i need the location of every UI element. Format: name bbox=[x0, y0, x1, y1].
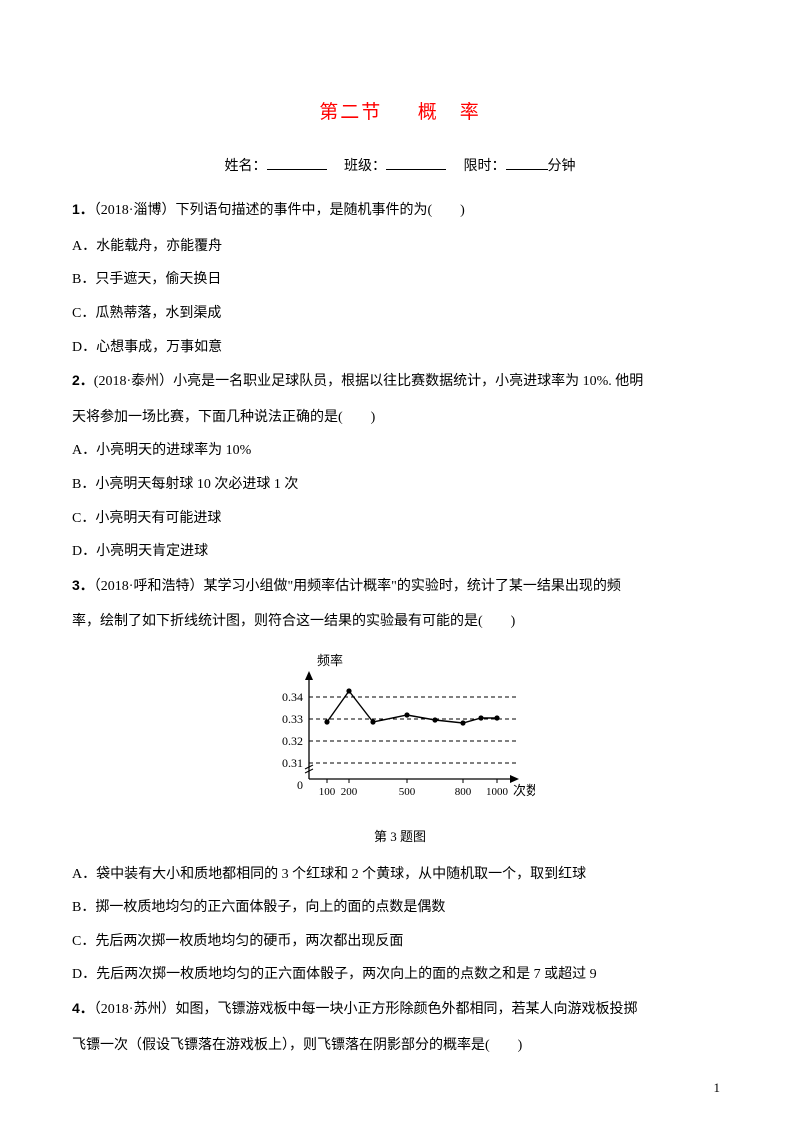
svg-text:频率: 频率 bbox=[317, 653, 343, 668]
class-blank[interactable] bbox=[386, 156, 446, 170]
svg-text:次数: 次数 bbox=[513, 783, 535, 798]
svg-text:0.31: 0.31 bbox=[282, 756, 303, 770]
time-suffix: 分钟 bbox=[548, 159, 576, 174]
q1-option-d: D．心想事成，万事如意 bbox=[72, 331, 728, 365]
name-label: 姓名： bbox=[225, 159, 267, 174]
q1-num: 1． bbox=[72, 201, 94, 217]
q3-option-c: C．先后两次掷一枚质地均匀的硬币，两次都出现反面 bbox=[72, 925, 728, 959]
q3-option-b: B．掷一枚质地均匀的正六面体骰子，向上的面的点数是偶数 bbox=[72, 891, 728, 925]
q1-option-a: A．水能载舟，亦能覆舟 bbox=[72, 230, 728, 264]
page-number: 1 bbox=[714, 1072, 721, 1103]
question-3: 3．（2018·呼和浩特）某学习小组做"用频率估计概率"的实验时，统计了某一结果… bbox=[72, 569, 728, 604]
name-blank[interactable] bbox=[267, 156, 327, 170]
frequency-chart: 0.31 0.32 0.33 0.34 频率 100 200 500 800 1000 0 次数 bbox=[265, 645, 535, 805]
q3-num: 3． bbox=[72, 577, 94, 593]
q2-option-b: B．小亮明天每射球 10 次必进球 1 次 bbox=[72, 468, 728, 502]
q4-num: 4． bbox=[72, 1000, 94, 1016]
q1-option-c: C．瓜熟蒂落，水到渠成 bbox=[72, 297, 728, 331]
q4-stem2: 飞镖一次（假设飞镖落在游戏板上），则飞镖落在阴影部分的概率是( ) bbox=[72, 1029, 728, 1063]
q4-stem1: （2018·苏州）如图，飞镖游戏板中每一块小正方形除颜色外都相同，若某人向游戏板… bbox=[94, 1002, 638, 1017]
title-main: 概 率 bbox=[418, 102, 481, 123]
time-blank[interactable] bbox=[506, 156, 548, 170]
svg-text:0.34: 0.34 bbox=[282, 690, 303, 704]
question-2: 2．(2018·泰州）小亮是一名职业足球队员，根据以往比赛数据统计，小亮进球率为… bbox=[72, 364, 728, 399]
q3-option-d: D．先后两次掷一枚质地均匀的正六面体骰子，两次向上的面的点数之和是 7 或超过 … bbox=[72, 958, 728, 992]
svg-text:0.33: 0.33 bbox=[282, 712, 303, 726]
q1-stem: （2018·淄博）下列语句描述的事件中，是随机事件的为( ) bbox=[94, 203, 465, 218]
header-fields: 姓名： 班级： 限时： 分钟 bbox=[72, 150, 728, 184]
svg-text:500: 500 bbox=[399, 786, 416, 798]
svg-text:800: 800 bbox=[455, 786, 472, 798]
q2-stem1: (2018·泰州）小亮是一名职业足球队员，根据以往比赛数据统计，小亮进球率为 1… bbox=[94, 374, 643, 389]
q3-caption: 第 3 题图 bbox=[72, 821, 728, 852]
svg-text:0: 0 bbox=[297, 778, 303, 792]
question-4: 4．（2018·苏州）如图，飞镖游戏板中每一块小正方形除颜色外都相同，若某人向游… bbox=[72, 992, 728, 1027]
time-label: 限时： bbox=[464, 159, 506, 174]
q2-stem2: 天将参加一场比赛，下面几种说法正确的是( ) bbox=[72, 401, 728, 435]
title-prefix: 第二节 bbox=[319, 102, 382, 123]
q3-chart: 0.31 0.32 0.33 0.34 频率 100 200 500 800 1000 0 次数 bbox=[72, 645, 728, 819]
question-1: 1．（2018·淄博）下列语句描述的事件中，是随机事件的为( ) bbox=[72, 193, 728, 228]
q2-option-c: C．小亮明天有可能进球 bbox=[72, 502, 728, 536]
svg-text:100: 100 bbox=[319, 786, 336, 798]
q2-option-a: A．小亮明天的进球率为 10% bbox=[72, 434, 728, 468]
q2-num: 2． bbox=[72, 372, 94, 388]
q2-option-d: D．小亮明天肯定进球 bbox=[72, 535, 728, 569]
page-title: 第二节 概 率 bbox=[72, 90, 728, 136]
svg-text:0.32: 0.32 bbox=[282, 734, 303, 748]
q3-stem2: 率，绘制了如下折线统计图，则符合这一结果的实验最有可能的是( ) bbox=[72, 605, 728, 639]
svg-text:200: 200 bbox=[341, 786, 358, 798]
svg-text:1000: 1000 bbox=[486, 786, 509, 798]
class-label: 班级： bbox=[344, 159, 386, 174]
q3-stem1: （2018·呼和浩特）某学习小组做"用频率估计概率"的实验时，统计了某一结果出现… bbox=[94, 579, 621, 594]
q3-option-a: A．袋中装有大小和质地都相同的 3 个红球和 2 个黄球，从中随机取一个，取到红… bbox=[72, 858, 728, 892]
q1-option-b: B．只手遮天，偷天换日 bbox=[72, 263, 728, 297]
